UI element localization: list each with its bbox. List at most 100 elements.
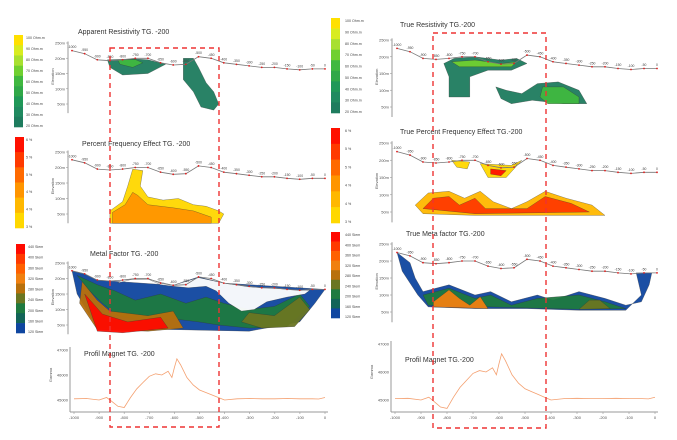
contour-body: [112, 192, 212, 224]
station-marker: [184, 63, 187, 66]
true-metal-factor-legend-swatch: [331, 241, 340, 252]
station-label: -650: [157, 278, 164, 282]
station-marker: [273, 66, 276, 69]
station-label: -100: [296, 64, 303, 68]
station-marker: [184, 172, 187, 175]
station-marker: [500, 166, 502, 169]
station-label: -350: [233, 168, 240, 172]
contour-body: [422, 196, 590, 214]
true-resistivity-legend-swatch: [331, 18, 340, 29]
station-label: -200: [602, 61, 609, 65]
resistivity-legend-swatch: [14, 86, 23, 97]
magnet-xtick-label: -200: [271, 415, 280, 420]
station-label: -850: [107, 275, 114, 279]
station-marker: [121, 279, 124, 281]
station-label: -450: [208, 162, 215, 166]
left-column: Apparent Resistivity TG. -200 Percent Fr…: [78, 29, 190, 358]
elevation-tick-label: 200m: [55, 165, 66, 170]
station-marker: [435, 162, 437, 164]
station-marker: [409, 154, 411, 156]
station-label: -600: [170, 59, 177, 63]
station-label: -750: [459, 256, 466, 260]
elevation-tick-label: 200m: [55, 56, 66, 61]
contour-body: [117, 59, 144, 68]
station-label: -550: [511, 162, 518, 166]
station-label: -950: [407, 150, 414, 154]
station-marker: [630, 273, 632, 275]
pfe-legend-label: 4 %: [26, 208, 33, 212]
magnet-axis-label: Gamma: [48, 367, 53, 382]
magnet-xtick-label: -300: [573, 415, 582, 420]
station-marker: [286, 68, 288, 70]
station-label: -750: [459, 155, 466, 159]
station-label: -100: [628, 64, 635, 68]
metal-factor-legend-swatch: [16, 244, 25, 255]
station-label: -650: [157, 167, 164, 171]
elevation-tick-label: 100m: [55, 86, 66, 91]
station-label: -200: [602, 165, 609, 169]
station-marker: [273, 286, 276, 289]
station-label: -200: [602, 266, 609, 270]
resistivity-legend-label: 60 Ohm.m: [26, 80, 43, 84]
station-label: -400: [550, 56, 557, 60]
true-pfe-title: True Percent Frequency Effect TG.-200: [400, 129, 523, 136]
station-label: -50: [642, 267, 647, 271]
station-marker: [286, 177, 288, 180]
true-metal-factor-legend-swatch: [331, 232, 340, 242]
resistivity-legend-label: 50 Ohm.m: [26, 91, 43, 95]
station-label: -350: [563, 262, 570, 266]
station-label: -50: [642, 63, 647, 67]
station-marker: [121, 58, 124, 61]
station-marker: [286, 288, 288, 291]
station-marker: [324, 177, 326, 180]
pfe-legend-swatch: [15, 212, 24, 229]
station-marker: [134, 57, 137, 60]
station-marker: [409, 255, 411, 257]
true-pfe-legend-label: 4 %: [345, 202, 352, 206]
resistivity-legend-swatch: [14, 96, 23, 107]
contour-body: [490, 168, 507, 176]
elevation-tick-label: 200m: [55, 276, 66, 281]
metal-factor-title: Metal Factor TG. -200: [90, 251, 158, 258]
magnet-xtick-label: -900: [95, 415, 104, 420]
true-pfe-legend-swatch: [331, 143, 340, 160]
station-marker: [604, 65, 606, 68]
station-marker: [248, 285, 251, 288]
station-label: -1000: [68, 265, 77, 269]
station-label: 0: [324, 284, 326, 288]
station-label: -800: [119, 54, 126, 58]
station-label: -300: [246, 60, 253, 64]
true-resistivity-legend-label: 80 Ohm.m: [345, 42, 362, 46]
station-label: -100: [296, 174, 303, 178]
station-marker: [260, 175, 263, 178]
station-label: -500: [195, 160, 202, 164]
station-label: -800: [446, 156, 453, 160]
station-marker: [83, 272, 86, 275]
station-marker: [172, 64, 175, 66]
station-marker: [422, 261, 424, 264]
magnet-xtick-label: 0: [654, 415, 657, 420]
station-label: -300: [576, 264, 583, 268]
station-label: -700: [145, 273, 152, 277]
station-label: -950: [407, 46, 414, 50]
magnet-ytick-label: 45000: [378, 398, 390, 403]
elevation-tick-label: 150m: [55, 71, 66, 76]
station-marker: [298, 68, 301, 71]
station-label: -300: [246, 281, 253, 285]
station-marker: [539, 260, 541, 262]
resistivity-legend-swatch: [14, 65, 23, 77]
station-marker: [96, 58, 99, 61]
station-marker: [222, 61, 225, 64]
elevation-tick-label: 50m: [57, 102, 65, 107]
station-label: -400: [220, 278, 227, 282]
resistivity-legend-label: 100 Ohm.m: [26, 36, 45, 40]
station-label: -200: [271, 282, 278, 286]
station-label: -700: [472, 256, 479, 260]
station-label: -950: [81, 157, 88, 161]
resistivity-legend-label: 30 Ohm.m: [26, 113, 43, 117]
station-label: -400: [550, 160, 557, 164]
pfe-legend-label: 6 %: [26, 138, 33, 142]
station-marker: [591, 169, 593, 172]
station-label: -300: [246, 170, 253, 174]
station-marker: [448, 261, 450, 264]
